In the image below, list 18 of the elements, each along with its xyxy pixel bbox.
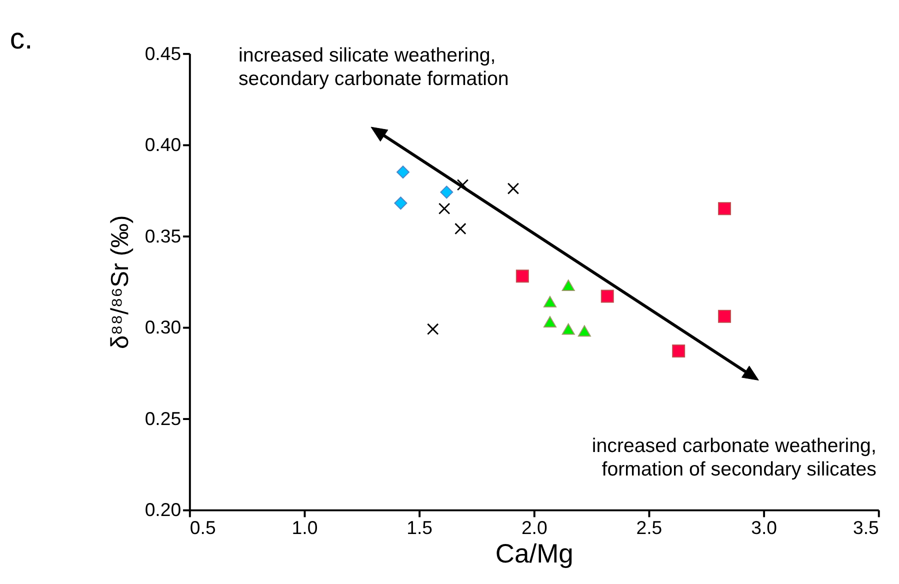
y-tick-label: 0.25 <box>144 408 182 429</box>
x-tick-label: 3.5 <box>852 516 879 538</box>
y-tick-label: 0.40 <box>144 134 182 156</box>
x-tick-label: 2.0 <box>521 516 548 538</box>
y-tick-label: 0.20 <box>144 499 182 520</box>
y-tick-label: 0.45 <box>144 42 182 64</box>
chart-title: c. <box>10 22 33 56</box>
annotation: increased silicate weathering, secondary carbonate formation <box>238 44 509 90</box>
annotation: increased carbonate weathering, formation of secondary silicates <box>592 434 877 480</box>
x-tick-label: 2.5 <box>636 516 662 538</box>
y-tick-label: 0.30 <box>144 316 182 338</box>
y-axis-title: δ⁸⁸/⁸⁶Sr (‰) <box>107 215 134 349</box>
y-tick-label: 0.35 <box>144 225 182 246</box>
x-tick-label: 3.0 <box>751 516 778 538</box>
x-axis-title: Ca/Mg <box>495 538 574 568</box>
x-tick-label: 0.5 <box>190 516 216 538</box>
x-tick-label: 1.5 <box>406 516 433 538</box>
x-tick-label: 1.0 <box>292 516 318 538</box>
